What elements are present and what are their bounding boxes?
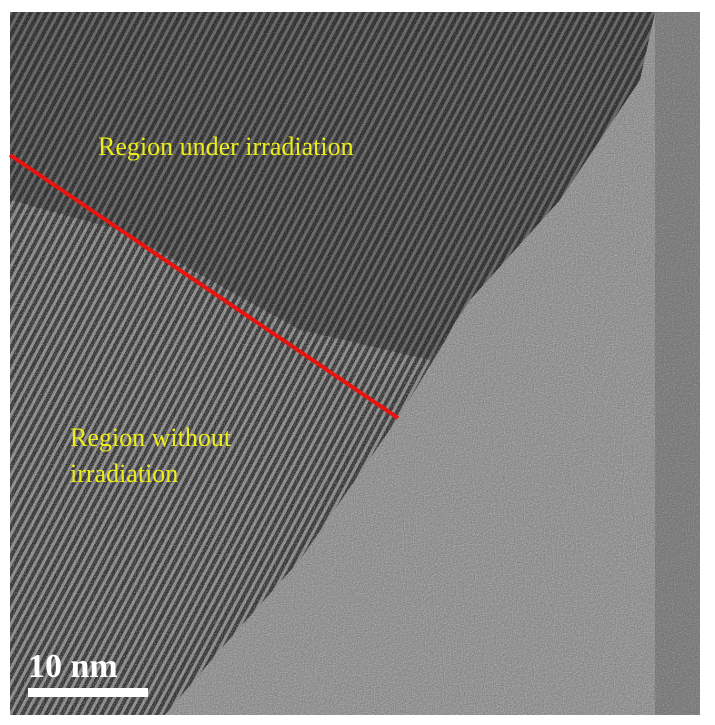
lower-label: irradiation — [70, 459, 178, 488]
scale-bar — [28, 688, 148, 697]
micrograph: Region under irradiation Region without … — [0, 0, 715, 725]
upper-label: Region under irradiation — [98, 132, 354, 161]
image — [10, 12, 700, 715]
scale-bar-label: 10 nm — [28, 648, 118, 685]
lower-label: Region without — [70, 423, 232, 452]
